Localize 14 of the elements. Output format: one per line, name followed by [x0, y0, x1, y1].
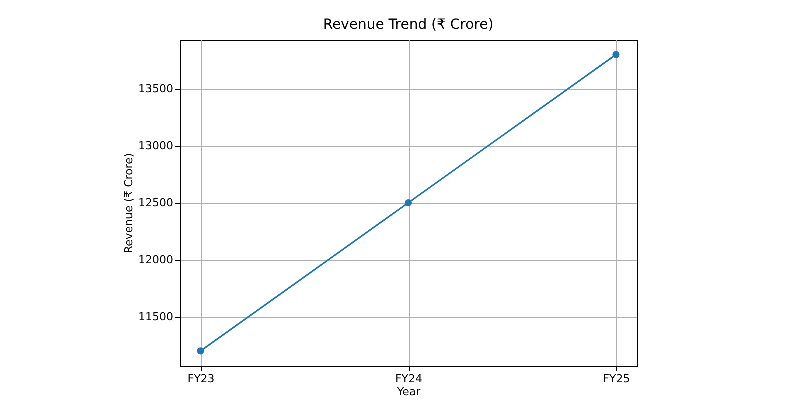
y-tick-label: 12500 — [138, 196, 174, 210]
y-tick-label: 11500 — [138, 310, 174, 324]
point — [197, 348, 204, 355]
x-axis-title: Year — [396, 386, 422, 398]
y-tick-label: 13000 — [138, 140, 174, 153]
y-tick-label: 12000 — [138, 253, 174, 266]
y-tick-label: 13500 — [138, 82, 174, 96]
point — [404, 199, 412, 207]
x-tick-label: FY25 — [603, 372, 630, 386]
x-tick-label: FY23 — [188, 372, 215, 386]
chart-title: Revenue Trend (₹ Crore) — [323, 17, 494, 33]
y-axis-title: Revenue (₹ Crore) — [122, 153, 136, 254]
x-tick-label: FY24 — [395, 372, 423, 386]
point — [612, 51, 620, 58]
